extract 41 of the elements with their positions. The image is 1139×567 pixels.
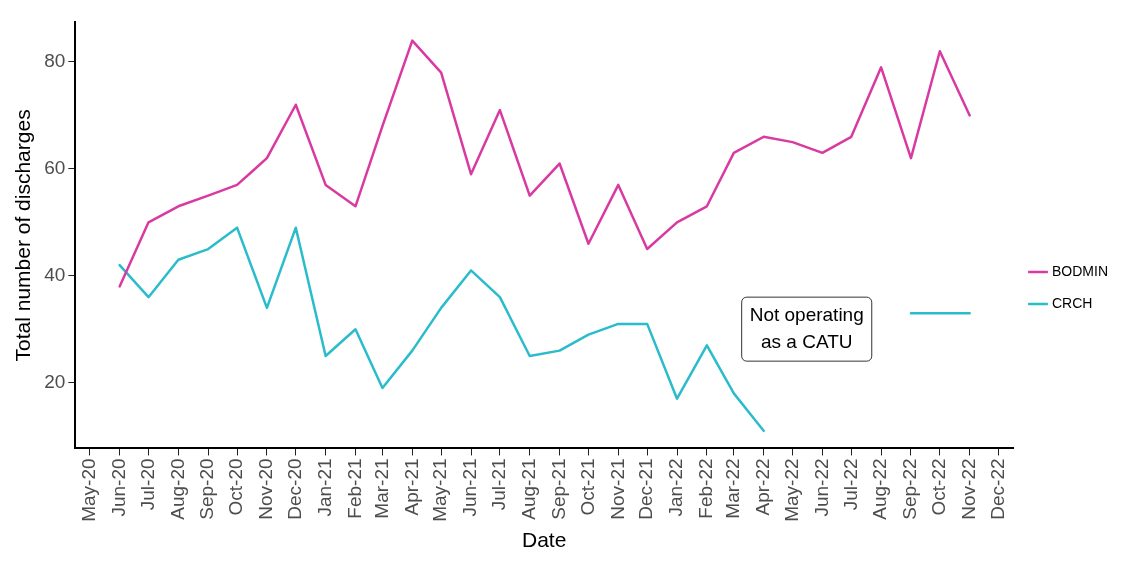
x-tick-label: Jan-21 — [313, 458, 335, 517]
y-tick-label: 80 — [44, 50, 66, 72]
x-tick-label: Dec-20 — [284, 458, 306, 520]
legend-label: CRCH — [1052, 294, 1093, 311]
x-tick-label: Apr-22 — [751, 458, 773, 516]
annotation: Not operating as a CATU — [749, 303, 864, 352]
y-tick-label: 40 — [44, 264, 66, 286]
x-tick-label: Oct-20 — [225, 458, 247, 516]
y-axis-title: Total number of discharges — [11, 109, 35, 362]
y-tick-label: 20 — [44, 370, 66, 392]
x-axis-title: Date — [521, 528, 567, 552]
x-tick-label: Jan-22 — [665, 458, 687, 517]
x-tick-label: Nov-22 — [957, 458, 979, 520]
y-tick-label: 60 — [44, 157, 66, 179]
x-tick-label: Aug-20 — [166, 458, 188, 520]
x-tick-label: Sep-21 — [547, 458, 569, 520]
legend-label: BODMIN — [1052, 262, 1108, 279]
x-tick-label: Jun-20 — [107, 458, 129, 517]
x-tick-label: Sep-20 — [196, 458, 218, 520]
x-tick-label: Jul-22 — [839, 458, 861, 511]
x-tick-label: Dec-22 — [986, 458, 1008, 520]
x-tick-label: Feb-22 — [695, 458, 717, 519]
x-tick-label: Oct-21 — [576, 458, 598, 516]
x-tick-label: Feb-21 — [343, 458, 365, 519]
x-tick-label: Oct-22 — [928, 458, 950, 516]
x-tick-label: Dec-21 — [635, 458, 657, 520]
x-tick-label: Apr-21 — [400, 458, 422, 516]
x-tick-label: May-21 — [429, 458, 451, 522]
x-tick-label: Nov-20 — [255, 458, 277, 520]
x-tick-label: May-22 — [780, 458, 802, 522]
x-tick-label: Aug-21 — [517, 458, 539, 520]
x-tick-label: May-20 — [78, 458, 100, 522]
x-tick-label: Aug-22 — [869, 458, 891, 520]
x-tick-label: Nov-21 — [606, 458, 628, 520]
x-tick-label: Jul-21 — [488, 458, 510, 511]
x-tick-label: Mar-22 — [722, 458, 744, 519]
x-tick-label: Sep-22 — [899, 458, 921, 520]
x-tick-label: Jun-21 — [459, 458, 481, 517]
x-tick-label: Mar-21 — [370, 458, 392, 519]
x-tick-label: Jun-22 — [810, 458, 832, 517]
x-tick-label: Jul-20 — [136, 458, 158, 511]
